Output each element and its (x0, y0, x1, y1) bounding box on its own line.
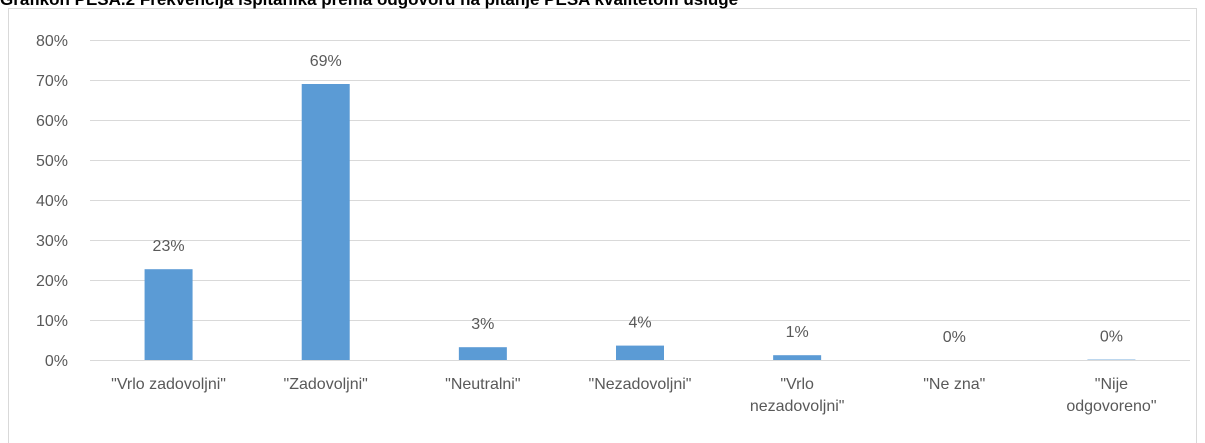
y-tick-label: 10% (36, 313, 68, 330)
chart-border (8, 8, 1197, 443)
y-tick-label: 70% (36, 73, 68, 90)
x-tick-label: "Vrlo zadovoljni" (111, 376, 226, 393)
bar (144, 269, 193, 360)
data-label: 69% (310, 53, 342, 70)
y-tick-label: 20% (36, 273, 68, 290)
data-label: 4% (628, 315, 651, 332)
data-label: 3% (471, 316, 494, 333)
data-label: 23% (153, 238, 185, 255)
bar (301, 84, 350, 360)
x-tick-label: "Nezadovoljni" (588, 376, 692, 393)
y-tick-label: 0% (45, 353, 68, 370)
y-tick-label: 80% (36, 33, 68, 50)
x-tick-label: "Zadovoljni" (283, 376, 368, 393)
data-label: 0% (1100, 329, 1123, 346)
chart-title: Grafikon PESA.2 Frekvencija ispitanika p… (0, 0, 738, 10)
bar (616, 345, 664, 360)
y-tick-label: 60% (36, 113, 68, 130)
y-tick-label: 40% (36, 193, 68, 210)
data-label: 0% (943, 329, 966, 346)
bar (458, 347, 507, 360)
x-tick-label: "Ne zna" (923, 376, 986, 393)
y-tick-label: 50% (36, 153, 68, 170)
x-tick-label: "Nije odgovoreno" (1066, 376, 1157, 415)
x-tick-label: "Vrlo nezadovoljni" (749, 376, 845, 415)
bar (773, 355, 822, 360)
data-label: 1% (786, 324, 809, 341)
y-tick-label: 30% (36, 233, 68, 250)
x-tick-label: "Neutralni" (445, 376, 521, 393)
